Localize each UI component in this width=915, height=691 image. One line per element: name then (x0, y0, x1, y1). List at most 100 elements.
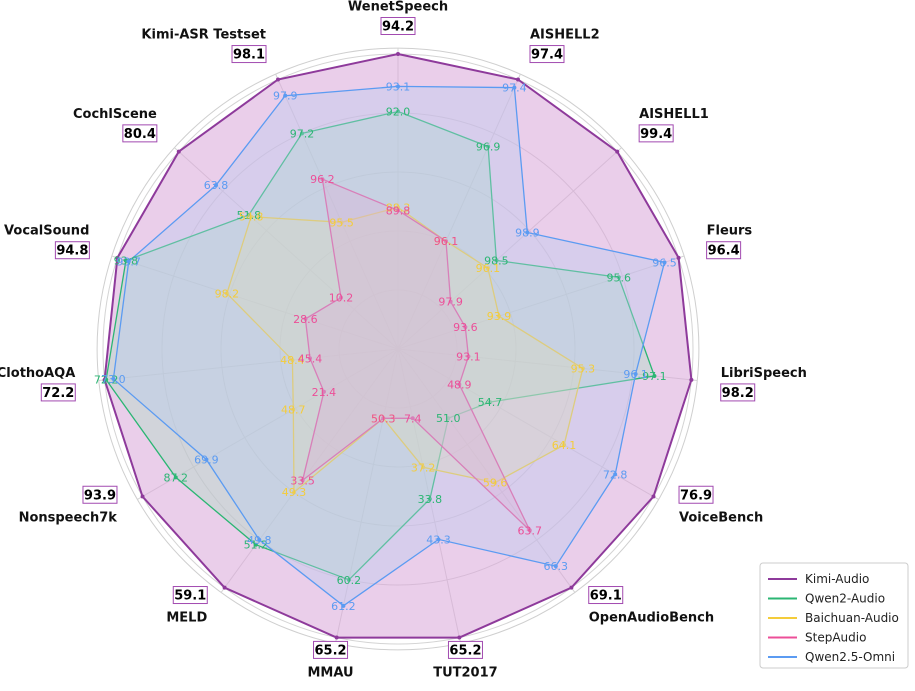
data-point (463, 325, 468, 330)
data-label: 37.2 (411, 461, 436, 474)
data-point (569, 585, 574, 590)
data-label: 95.5 (329, 216, 354, 229)
data-point (224, 291, 229, 296)
data-point (652, 373, 657, 378)
data-label: 48.4 (280, 354, 305, 367)
series-area-qwen2-audio (105, 110, 656, 581)
data-point (276, 77, 281, 82)
series-area-stepaudio (301, 178, 531, 531)
legend-box (759, 562, 909, 669)
data-point (346, 577, 351, 582)
data-point (512, 85, 517, 90)
data-point (222, 585, 227, 590)
legend-entry: Baichuan-Audio (805, 611, 899, 625)
data-label: 21.4 (312, 386, 337, 399)
data-label: 54.8 (239, 211, 264, 224)
data-point (562, 442, 567, 447)
data-label: 66.3 (544, 560, 569, 573)
kimi-value-box (231, 45, 267, 64)
series-area-qwen2-5-omni (112, 85, 666, 607)
data-label: 97.2 (290, 127, 315, 140)
data-label: 64.1 (552, 439, 577, 452)
kimi-value-label: 96.4 (708, 244, 740, 259)
data-point (410, 416, 415, 421)
kimi-value-box (588, 586, 624, 605)
data-label: 93.6 (453, 321, 478, 334)
data-point (486, 144, 491, 149)
kimi-value-box (529, 45, 565, 64)
data-point (527, 528, 532, 533)
data-point (580, 366, 585, 371)
data-point (615, 149, 620, 154)
data-label: 69.9 (194, 454, 219, 467)
kimi-value-label: 98.1 (233, 48, 265, 63)
kimi-value-label: 76.9 (680, 488, 712, 503)
data-label: 93.7 (116, 255, 141, 268)
data-point (303, 316, 308, 321)
data-point (140, 494, 145, 499)
data-label: 95.6 (607, 271, 632, 284)
data-point (485, 266, 490, 271)
kimi-value-box (720, 383, 756, 402)
data-label: 33.8 (418, 493, 443, 506)
data-label: 51.2 (244, 539, 269, 552)
data-point (300, 478, 305, 483)
data-point (396, 52, 400, 56)
data-point (466, 354, 471, 359)
data-label: 89.8 (386, 204, 411, 217)
data-label: 33.5 (290, 474, 315, 487)
data-label: 49.8 (247, 534, 272, 547)
data-point (307, 356, 312, 361)
data-label: 96.2 (310, 173, 335, 186)
legend-entry: Qwen2-Audio (805, 592, 885, 606)
series-area-baichuan-audio (226, 206, 584, 494)
data-label: 73.0 (101, 373, 126, 386)
data-label: 7.4 (404, 412, 422, 425)
data-point (443, 239, 448, 244)
data-point (341, 603, 346, 608)
data-label: 96.1 (434, 235, 459, 248)
data-point (676, 255, 681, 260)
data-label: 97.9 (273, 90, 298, 103)
kimi-value-box (313, 640, 349, 659)
data-point (111, 376, 116, 381)
legend-entry: StepAudio (805, 631, 866, 645)
data-point (494, 258, 499, 263)
data-point (553, 564, 558, 569)
data-label: 51.8 (237, 209, 262, 222)
data-label: 98.5 (484, 254, 509, 267)
data-point (249, 214, 254, 219)
data-labels: 92.0 96.9 98.5 95.6 97.1 54.7 51.0 33.8 60.2 51.2… (94, 80, 677, 612)
data-label: 45.4 (298, 352, 323, 365)
kimi-value-label: 59.1 (174, 589, 206, 604)
data-label: 96.1 (623, 368, 648, 381)
data-point (448, 299, 453, 304)
data-point (339, 220, 344, 225)
data-point (457, 382, 462, 387)
data-label: 51.0 (436, 412, 461, 425)
data-point (651, 494, 656, 499)
axis-label: VoiceBench (679, 510, 763, 525)
axis-label: Kimi-ASR Testset (141, 28, 266, 43)
data-point (436, 537, 441, 542)
data-point (493, 480, 498, 485)
data-label: 87.2 (163, 471, 188, 484)
axis-labels: WenetSpeech 94.2 AISHELL2 97.4 AISHELL1 99.4 F… (0, 0, 807, 680)
data-point (115, 255, 120, 260)
data-label: 59.6 (483, 477, 508, 490)
kimi-value-label: 69.1 (590, 589, 622, 604)
data-point (396, 205, 400, 210)
data-label: 98.9 (515, 227, 540, 240)
kimi-value-box (706, 241, 742, 260)
data-point (283, 93, 288, 98)
data-point (396, 208, 400, 213)
axis-label: VocalSound (4, 224, 89, 239)
data-point (214, 183, 219, 188)
kimi-value-box (678, 485, 714, 504)
data-point (427, 497, 432, 502)
axis-label: WenetSpeech (348, 0, 448, 15)
kimi-value-box (122, 124, 158, 143)
data-point (446, 416, 451, 421)
legend-entry: Kimi-Audio (805, 572, 869, 586)
kimi-value-label: 72.2 (42, 386, 74, 401)
